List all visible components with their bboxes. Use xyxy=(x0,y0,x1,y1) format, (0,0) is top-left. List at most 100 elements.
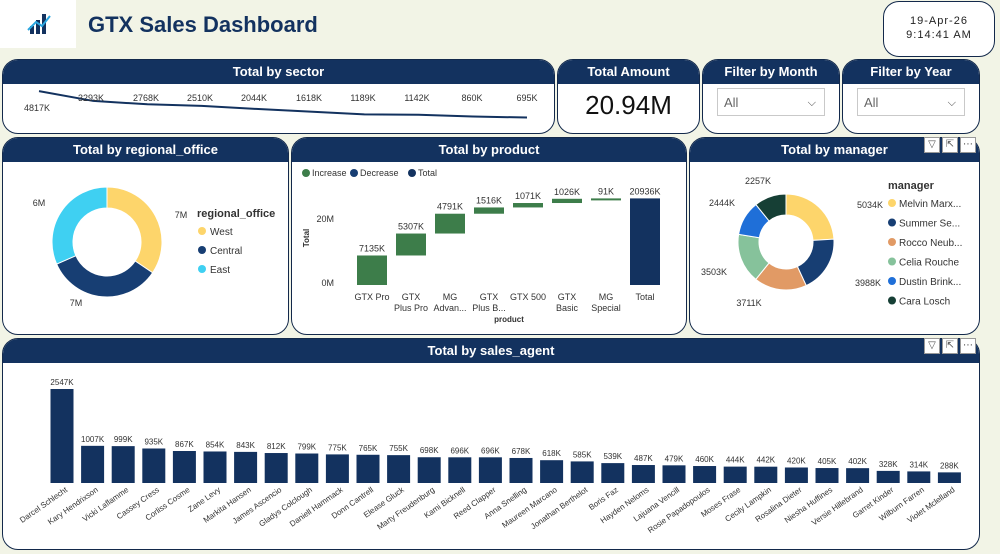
bar-chart-logo-icon xyxy=(27,14,51,34)
page-title: GTX Sales Dashboard xyxy=(88,12,318,37)
regional-slice xyxy=(106,186,163,274)
product-data-label: 4791K xyxy=(437,202,463,212)
filter-month-title: Filter by Month xyxy=(703,60,839,84)
product-data-label: 7135K xyxy=(359,243,385,253)
product-category-label: Special xyxy=(591,303,621,313)
manager-legend-marker xyxy=(888,199,896,207)
filter-icon[interactable]: ▽ xyxy=(924,338,940,354)
agent-bar xyxy=(172,451,196,483)
kpi-card: Total Amount 20.94M xyxy=(557,59,700,134)
sector-card[interactable]: Total by sector 4817K 3293K 2768K 2510K 2044… xyxy=(2,59,555,134)
agent-data-label: 935K xyxy=(144,437,163,446)
agent-bar xyxy=(295,453,319,483)
product-category-label: GTX xyxy=(480,292,499,302)
product-legend-item: Decrease xyxy=(360,168,399,178)
product-category-label: GTX xyxy=(558,292,577,302)
filter-month-card: Filter by Month All ⌵ xyxy=(702,59,840,134)
product-bar xyxy=(630,198,660,285)
agent-data-label: 2547K xyxy=(50,378,74,387)
agent-bar xyxy=(417,457,441,483)
product-data-label: 1071K xyxy=(515,191,541,201)
agent-bar xyxy=(264,453,288,483)
product-y-tick: 0M xyxy=(321,278,334,288)
agent-data-label: 442K xyxy=(756,456,775,465)
regional-legend-marker xyxy=(198,227,206,235)
agent-bar xyxy=(754,466,778,483)
agent-bar xyxy=(601,463,625,483)
manager-legend-marker xyxy=(888,296,896,305)
product-bar xyxy=(591,198,621,201)
product-legend-marker xyxy=(408,169,416,177)
month-selected: All xyxy=(724,95,739,110)
product-data-label: 1516K xyxy=(476,195,502,205)
product-category-label: Total xyxy=(635,292,654,302)
regional-card[interactable]: Total by regional_office 7M 7M 6M regional_… xyxy=(2,137,289,335)
manager-legend-title: manager xyxy=(888,180,935,192)
month-dropdown[interactable]: All ⌵ xyxy=(717,88,825,116)
product-category-label: Basic xyxy=(556,303,579,313)
agent-data-label: 618K xyxy=(542,449,561,458)
product-data-label: 20936K xyxy=(629,186,660,196)
product-chart[interactable]: Increase Decrease Total 20M 0M Total 7135K GTX … xyxy=(292,162,687,334)
agent-bar xyxy=(111,446,135,483)
product-bar xyxy=(396,233,426,256)
filter-year-card: Filter by Year All ⌵ xyxy=(842,59,980,134)
product-legend-item: Total xyxy=(418,168,437,178)
agent-data-label: 854K xyxy=(206,440,225,449)
agent-category-label: Gladys Colclough xyxy=(257,485,314,528)
focus-mode-icon[interactable]: ⇱ xyxy=(942,338,958,354)
manager-card[interactable]: Total by manager 5034K 3988K 3711K 3503K 244… xyxy=(689,137,980,335)
product-category-label: GTX 500 xyxy=(510,292,546,302)
product-y-axis-label: Total xyxy=(302,229,311,248)
agent-bar xyxy=(50,389,74,483)
product-category-label: Advan... xyxy=(433,303,466,313)
agent-bar xyxy=(907,471,931,483)
manager-legend-item: Dustin Brink... xyxy=(899,277,961,288)
manager-data-label: 5034K xyxy=(857,200,883,210)
regional-data-label: 7M xyxy=(70,298,83,308)
product-bar xyxy=(435,213,465,234)
product-bar xyxy=(474,207,504,214)
agent-card[interactable]: Total by sales_agent 2547K Darcel Schlech… xyxy=(2,338,980,550)
year-dropdown[interactable]: All ⌵ xyxy=(857,88,965,116)
agent-data-label: 420K xyxy=(787,456,806,465)
regional-legend-item: Central xyxy=(210,246,242,257)
agent-data-label: 1007K xyxy=(81,435,105,444)
product-category-label: GTX Pro xyxy=(354,292,389,302)
product-card[interactable]: Total by product Increase Decrease Total 20… xyxy=(291,137,687,335)
agent-data-label: 696K xyxy=(450,446,469,455)
agent-data-label: 999K xyxy=(114,435,133,444)
more-options-icon[interactable]: ⋯ xyxy=(960,338,976,354)
manager-data-label: 2444K xyxy=(709,198,735,208)
agent-category-label: Daniell Hammack xyxy=(288,485,345,529)
agent-data-label: 314K xyxy=(909,460,928,469)
product-category-label: Plus B... xyxy=(472,303,506,313)
more-options-icon[interactable]: ⋯ xyxy=(960,137,976,153)
regional-chart[interactable]: 7M 7M 6M regional_office West Central East xyxy=(3,162,289,334)
regional-slice xyxy=(51,186,108,265)
filter-icon[interactable]: ▽ xyxy=(924,137,940,153)
agent-bar xyxy=(876,470,900,483)
agent-bar xyxy=(509,457,533,483)
focus-mode-icon[interactable]: ⇱ xyxy=(942,137,958,153)
regional-legend-marker xyxy=(198,265,206,273)
regional-data-label: 7M xyxy=(175,210,188,220)
sector-chart[interactable]: 4817K 3293K 2768K 2510K 2044K 1618K 1189K 1142K… xyxy=(3,84,555,134)
agent-bar xyxy=(815,468,839,483)
kpi-title: Total Amount xyxy=(558,60,699,84)
sector-data-label: 2510K xyxy=(187,93,213,103)
kpi-value: 20.94M xyxy=(585,90,672,120)
agent-data-label: 328K xyxy=(879,460,898,469)
agent-bar xyxy=(356,454,380,483)
regional-legend-marker xyxy=(198,246,206,254)
manager-legend-marker xyxy=(888,257,896,266)
manager-legend-item: Melvin Marx... xyxy=(899,199,961,210)
agent-bar xyxy=(478,457,502,483)
agent-bar xyxy=(540,460,564,483)
manager-chart[interactable]: 5034K 3988K 3711K 3503K 2444K 2257K manager Mel… xyxy=(690,162,980,334)
logo-box xyxy=(0,0,76,48)
product-category-label: MG xyxy=(443,292,458,302)
product-x-axis-label: product xyxy=(494,315,524,324)
agent-data-label: 678K xyxy=(512,447,531,456)
